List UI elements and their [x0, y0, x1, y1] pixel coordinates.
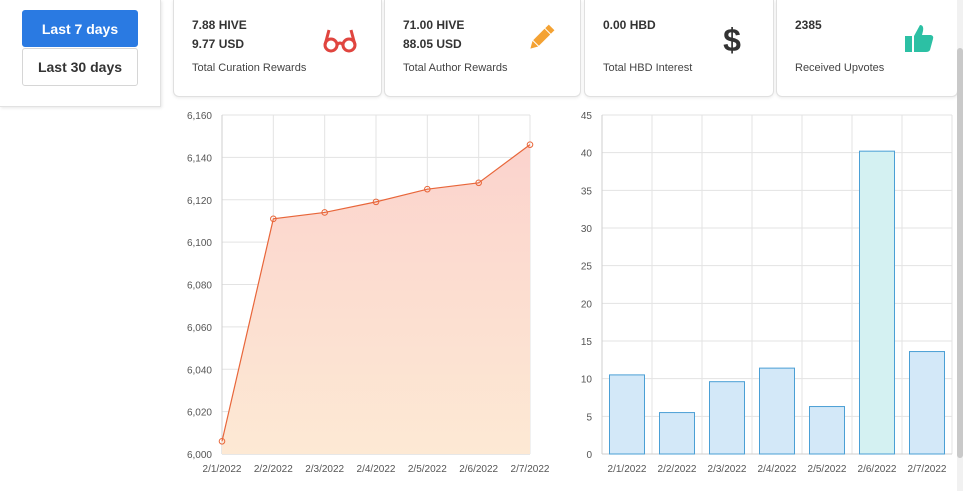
- bar-rect: [759, 367, 795, 455]
- hbd-value: 0.00 HBD: [603, 18, 656, 32]
- bar-y-tick: 20: [581, 299, 593, 310]
- area-x-tick: 2/2/2022: [254, 464, 293, 475]
- area-x-tick: 2/6/2022: [459, 464, 498, 475]
- area-y-tick: 6,160: [187, 111, 212, 122]
- date-range-panel: Last 7 days Last 30 days: [0, 0, 161, 107]
- curation-rewards-card: 7.88 HIVE 9.77 USD Total Curation Reward…: [173, 0, 382, 97]
- area-x-tick: 2/7/2022: [511, 464, 550, 475]
- area-y-tick: 6,000: [187, 450, 212, 461]
- dollar-icon: $: [723, 22, 741, 56]
- bar-rect: [859, 150, 895, 455]
- area-x-tick: 2/5/2022: [408, 464, 447, 475]
- bar-x-tick: 2/4/2022: [758, 464, 797, 475]
- bar-x-tick: 2/6/2022: [858, 464, 897, 475]
- bar-x-tick: 2/7/2022: [908, 464, 947, 475]
- balance-area-chart: 6,000 6,020 6,040 6,060 6,080 6,100 6,120 6,140…: [172, 100, 560, 484]
- area-fill: [222, 144, 530, 454]
- bar-x-tick: 2/2/2022: [658, 464, 697, 475]
- page-scrollbar[interactable]: [957, 0, 963, 491]
- svg-text:$: $: [723, 22, 741, 56]
- area-y-tick: 6,140: [187, 153, 212, 164]
- area-data-point: [372, 198, 380, 206]
- area-chart-svg: 6,000 6,020 6,040 6,060 6,080 6,100 6,120 6,140…: [187, 111, 550, 475]
- bar-y-tick: 15: [581, 337, 593, 348]
- bar-y-tick: 25: [581, 262, 593, 273]
- bar-y-tick: 35: [581, 186, 593, 197]
- curation-rewards-label: Total Curation Rewards: [192, 62, 307, 74]
- bar-rect: [609, 374, 645, 455]
- area-data-point: [475, 179, 482, 187]
- hbd-interest-card: 0.00 HBD Total HBD Interest $: [584, 0, 774, 97]
- area-data-point: [321, 209, 328, 216]
- area-y-tick: 6,060: [187, 323, 212, 334]
- author-hive-value: 71.00 HIVE: [403, 18, 465, 32]
- area-y-tick: 6,020: [187, 408, 212, 419]
- bar-y-tick: 45: [581, 111, 593, 122]
- bar-x-tick: 2/3/2022: [708, 464, 747, 475]
- area-x-tick: 2/4/2022: [357, 464, 396, 475]
- thumbs-up-icon: [905, 25, 934, 52]
- author-usd-value: 88.05 USD: [403, 37, 462, 51]
- bar-rect: [659, 412, 695, 455]
- last-7-days-button[interactable]: Last 7 days: [22, 10, 138, 47]
- area-y-tick: 6,040: [187, 365, 212, 376]
- hbd-interest-label: Total HBD Interest: [603, 62, 693, 74]
- upvotes-value: 2385: [795, 18, 822, 32]
- area-data-point: [270, 215, 277, 223]
- bar-y-tick: 10: [581, 375, 593, 386]
- last-30-days-button[interactable]: Last 30 days: [22, 48, 138, 86]
- scrollbar-thumb[interactable]: [957, 48, 963, 458]
- author-rewards-card: 71.00 HIVE 88.05 USD Total Author Reward…: [384, 0, 581, 97]
- bar-y-tick: 30: [581, 224, 593, 235]
- received-upvotes-card: 2385 Received Upvotes: [776, 0, 958, 97]
- area-y-tick: 6,080: [187, 281, 212, 292]
- glasses-icon: [323, 29, 357, 53]
- bar-x-tick: 2/1/2022: [608, 464, 647, 475]
- upvotes-label: Received Upvotes: [795, 62, 885, 74]
- area-data-point: [218, 437, 226, 445]
- bar-y-tick: 40: [581, 149, 593, 160]
- area-series-line: [221, 144, 531, 442]
- bar-y-tick: 0: [586, 450, 592, 461]
- bar-rect: [909, 351, 945, 455]
- bar-rect: [709, 381, 745, 455]
- curation-hive-value: 7.88 HIVE: [192, 18, 247, 32]
- area-y-tick: 6,120: [187, 196, 212, 207]
- bar-y-tick: 5: [586, 412, 592, 423]
- curation-usd-value: 9.77 USD: [192, 37, 245, 51]
- bar-x-tick: 2/5/2022: [808, 464, 847, 475]
- bar-rect: [809, 406, 845, 455]
- area-y-tick: 6,100: [187, 238, 212, 249]
- bar-chart-svg: 0 5 10 15 20 25 30 35 40 45 2/1/2022 2/2/2022 2/3/20…: [581, 111, 953, 475]
- area-x-tick: 2/1/2022: [203, 464, 242, 475]
- area-data-point: [526, 141, 534, 148]
- author-rewards-label: Total Author Rewards: [403, 62, 508, 74]
- upvotes-bar-chart: 0 5 10 15 20 25 30 35 40 45 2/1/2022 2/2/2022 2/3/20…: [564, 100, 956, 484]
- pencil-icon: [530, 24, 555, 49]
- area-x-tick: 2/3/2022: [305, 464, 344, 475]
- area-data-point: [424, 185, 431, 193]
